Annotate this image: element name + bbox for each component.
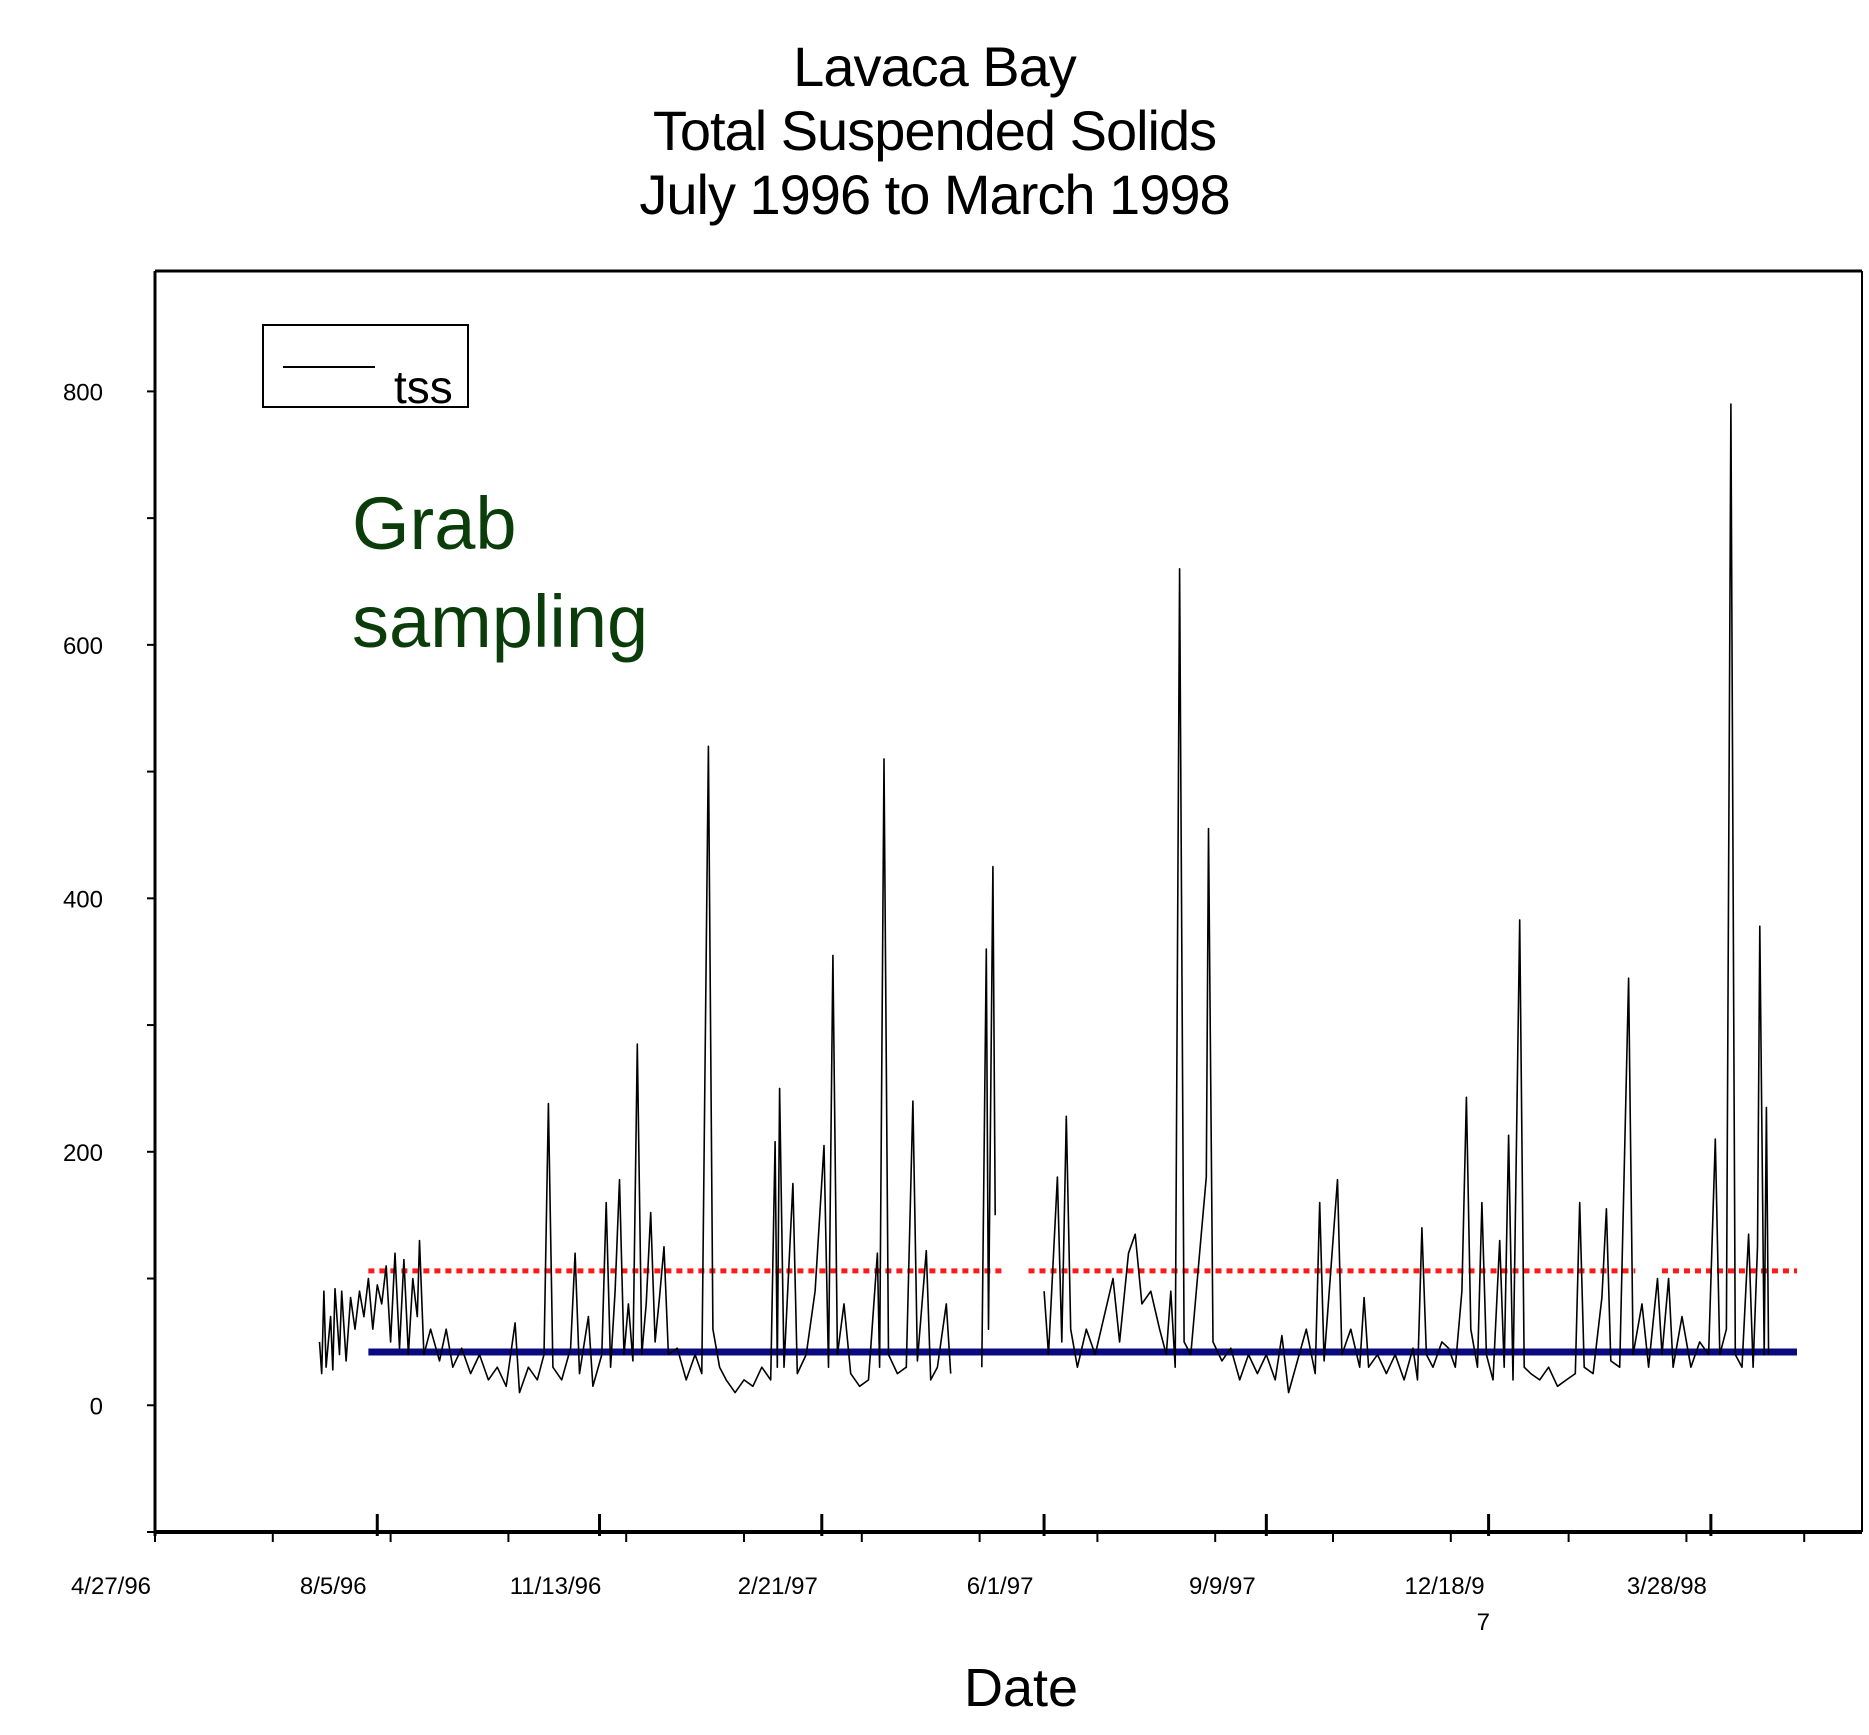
- annotation-line-2: sampling: [352, 580, 648, 663]
- x-tick-label: 12/18/9: [1405, 1573, 1485, 1600]
- x-tick-label: 7: [1477, 1609, 1490, 1636]
- series-line-tss: [318, 745, 952, 1394]
- y-tick-label: 200: [63, 1140, 103, 1167]
- x-tick-label: 11/13/96: [510, 1573, 602, 1600]
- x-tick-label: 2/21/97: [738, 1573, 818, 1600]
- legend: tss: [262, 324, 469, 413]
- y-tick-label: 800: [63, 379, 103, 406]
- y-tick-label: 600: [63, 633, 103, 660]
- x-tick-label: 9/9/97: [1189, 1573, 1256, 1600]
- x-tick-label: 6/1/97: [967, 1573, 1034, 1600]
- series-line-tss: [1043, 403, 1770, 1394]
- x-tick-label: 3/28/98: [1627, 1573, 1707, 1600]
- y-tick-label: 0: [90, 1393, 103, 1420]
- legend-label-tss: tss: [394, 361, 453, 413]
- axes: 0 200 400 600 800 4/27/96 8/5/96 11/13/96 2/21/9…: [63, 269, 1863, 1636]
- chart-title-line-1: Lavaca Bay: [793, 35, 1077, 98]
- chart-title-line-2: Total Suspended Solids: [652, 99, 1217, 162]
- x-tick-label: 8/5/96: [300, 1573, 367, 1600]
- y-tick-label: 400: [63, 886, 103, 913]
- series-line-tss: [981, 865, 996, 1368]
- plot-area: [318, 403, 1797, 1394]
- annotation-line-1: Grab: [352, 482, 517, 565]
- x-axis-title: Date: [964, 1658, 1078, 1718]
- chart-title-line-3: July 1996 to March 1998: [639, 163, 1230, 226]
- x-tick-label: 4/27/96: [71, 1573, 151, 1600]
